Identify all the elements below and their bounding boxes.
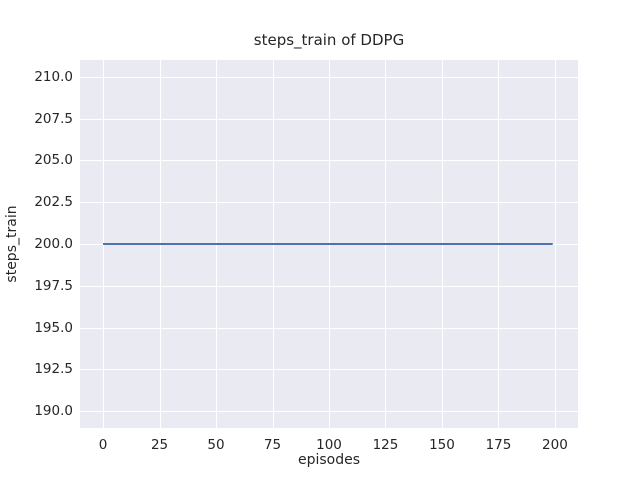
gridline-horizontal <box>80 118 578 120</box>
x-tick-label: 150 <box>429 437 455 453</box>
x-tick-label: 175 <box>485 437 512 453</box>
y-tick-label: 202.5 <box>34 194 73 211</box>
x-tick-label: 100 <box>316 437 342 453</box>
y-tick-label: 200.0 <box>34 236 73 252</box>
y-tick-label: 190.0 <box>34 403 73 420</box>
data-series-layer <box>103 243 553 245</box>
chart-title: steps_train of DDPG <box>253 31 405 49</box>
gridline-horizontal <box>80 76 578 78</box>
y-tick-label: 192.5 <box>34 361 73 378</box>
x-tick-label: 200 <box>542 437 568 453</box>
y-tick-label: 210.0 <box>34 68 73 85</box>
x-tick-label: 75 <box>263 437 282 453</box>
x-axis-label: episodes <box>297 452 361 468</box>
x-tick-label: 50 <box>207 437 225 453</box>
x-tick-label: 25 <box>150 437 169 453</box>
x-tick-label: 0 <box>98 437 108 453</box>
gridline-horizontal <box>80 411 578 413</box>
gridline-horizontal <box>80 202 578 204</box>
gridline-horizontal <box>80 369 578 371</box>
x-tick-label: 125 <box>372 437 399 453</box>
y-tick-label: 205.0 <box>34 152 73 169</box>
y-tick-label: 207.5 <box>34 110 73 127</box>
plot-area <box>80 60 578 428</box>
gridline-horizontal <box>80 327 578 329</box>
y-tick-label: 197.5 <box>34 277 73 294</box>
y-tick-label: 195.0 <box>34 319 73 336</box>
gridline-horizontal <box>80 160 578 162</box>
gridline-horizontal <box>80 285 578 287</box>
